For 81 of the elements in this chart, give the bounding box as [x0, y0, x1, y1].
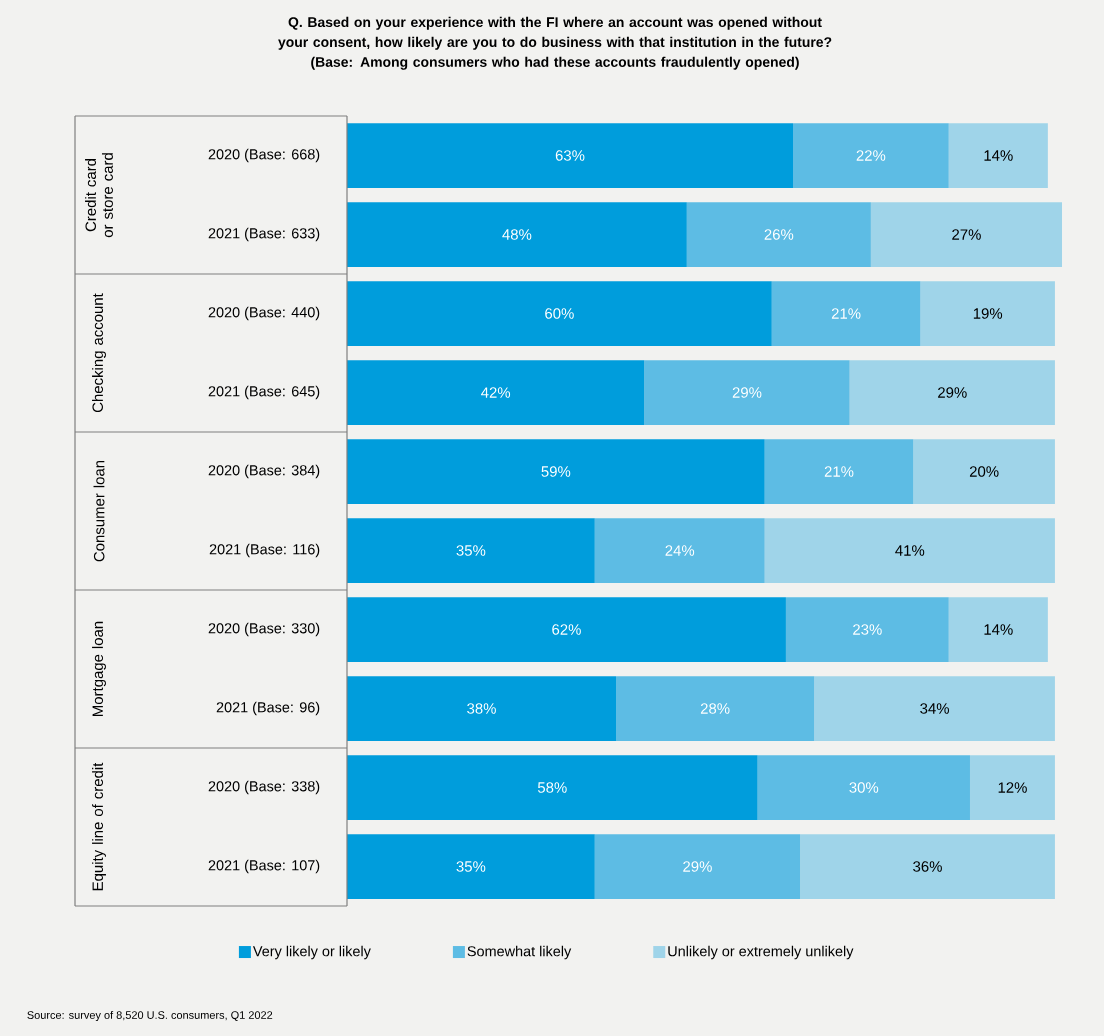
data-label: 35%: [456, 861, 486, 872]
data-label: 60%: [545, 308, 574, 319]
chart-subtitle: (Base: Among consumers who had these accounts fraudulently opened): [311, 56, 799, 70]
bar: [849, 360, 1055, 425]
y-tick-label: 2021 (Base: 633): [208, 227, 320, 242]
bar: [347, 439, 765, 504]
bar: [594, 518, 765, 583]
data-label: 21%: [831, 308, 861, 319]
data-label: 34%: [920, 703, 949, 714]
text: Checking account: [92, 293, 106, 413]
bar: [347, 834, 595, 899]
bar: [764, 439, 914, 504]
data-label: 19%: [973, 308, 1003, 319]
y-tick-label: 2021 (Base: 116): [209, 543, 320, 558]
data-label: 59%: [541, 466, 571, 477]
legend-label: Very likely or likely: [252, 945, 371, 960]
bar: [870, 202, 1063, 267]
bar: [969, 755, 1055, 820]
y-tick-label: 2021 (Base: 107): [208, 859, 320, 874]
bar: [793, 123, 949, 188]
y-tick-label: 2020 (Base: 384): [208, 464, 320, 479]
y-tick-label: 2020 (Base: 668): [208, 148, 320, 163]
data-label: 35%: [456, 545, 486, 556]
data-label: 58%: [537, 782, 567, 793]
bar: [920, 281, 1055, 346]
bar: [594, 834, 801, 899]
data-label: 23%: [853, 624, 882, 635]
bar: [686, 202, 871, 267]
bar: [347, 360, 645, 425]
data-label: 14%: [984, 624, 1013, 635]
bar: [347, 597, 786, 662]
bar: [771, 281, 921, 346]
data-label: 41%: [895, 545, 925, 556]
data-label: 29%: [683, 861, 712, 872]
text: Equity line of credit: [92, 762, 106, 891]
bar: [757, 755, 970, 820]
bar: [347, 281, 772, 346]
bar: [948, 123, 1048, 188]
y-tick-label: 2021 (Base: 645): [208, 385, 320, 400]
data-label: 21%: [824, 466, 854, 477]
text: Mortgage loan: [92, 621, 106, 716]
data-label: 29%: [732, 387, 762, 398]
bar: [948, 597, 1048, 662]
data-label: 36%: [913, 861, 942, 872]
text: Consumer loan: [93, 460, 105, 562]
y-tick-label: 2020 (Base: 440): [208, 306, 320, 321]
chart-title: Q. Based on your experience with the FI where an account was opened without your consent, how likely are you to do business with that institution in the future?: [278, 16, 832, 50]
bar: [347, 123, 793, 188]
source-note: Source: survey of 8,520 U.S. consumers, Q1 2022: [27, 1010, 273, 1022]
data-label: 38%: [467, 703, 496, 714]
bar: [347, 518, 595, 583]
y-tick-label: 2020 (Base: 338): [208, 780, 320, 795]
bar: [814, 676, 1055, 741]
bar: [347, 676, 617, 741]
data-label: 62%: [552, 624, 581, 635]
data-label: 12%: [998, 782, 1027, 793]
data-label: 20%: [969, 466, 999, 477]
y-tick-label: 2021 (Base: 96): [216, 701, 320, 716]
bar: [800, 834, 1055, 899]
bar: [785, 597, 949, 662]
data-label: 63%: [555, 150, 585, 161]
bar: [616, 676, 815, 741]
text: Credit card or store card: [85, 153, 113, 238]
bar: [644, 360, 850, 425]
data-label: 42%: [481, 387, 511, 398]
data-label: 27%: [952, 229, 981, 240]
data-label: 30%: [849, 782, 879, 793]
bar: [347, 202, 687, 267]
bar: [347, 755, 758, 820]
legend-label: Unlikely or extremely unlikely: [668, 945, 854, 960]
data-label: 22%: [856, 150, 886, 161]
data-label: 24%: [665, 545, 695, 556]
legend-label: Somewhat likely: [467, 945, 572, 960]
bar: [913, 439, 1055, 504]
data-label: 48%: [502, 229, 532, 240]
data-label: 14%: [984, 150, 1013, 161]
data-label: 26%: [764, 229, 794, 240]
data-label: 28%: [700, 703, 730, 714]
bar: [764, 518, 1055, 583]
y-tick-label: 2020 (Base: 330): [208, 622, 320, 637]
data-label: 29%: [938, 387, 967, 398]
